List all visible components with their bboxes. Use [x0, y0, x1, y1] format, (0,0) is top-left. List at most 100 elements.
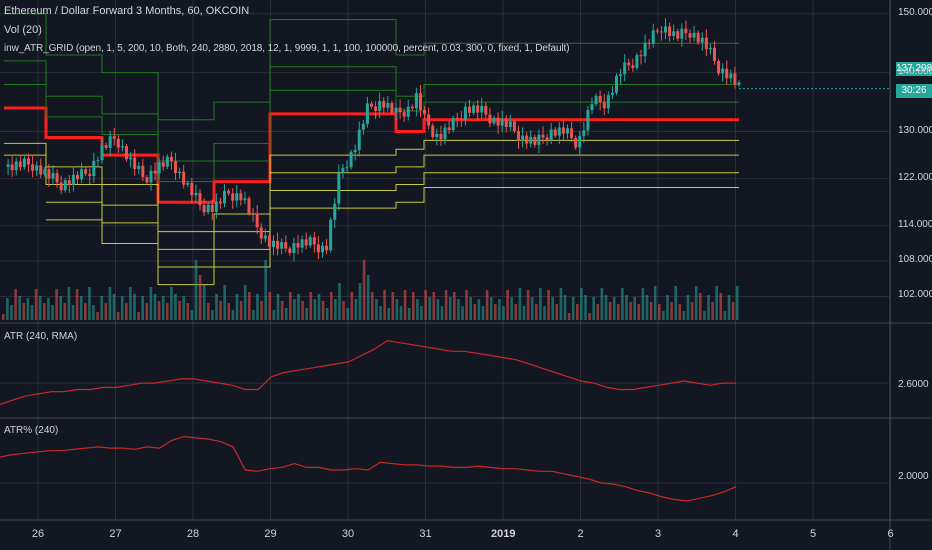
atr-grid-line-lower	[46, 172, 739, 268]
volume-bar	[358, 283, 362, 320]
candle-body	[92, 160, 96, 177]
volume-bar	[88, 287, 91, 320]
candle-body	[88, 173, 92, 177]
candle-body	[235, 193, 239, 201]
volume-bar	[699, 293, 702, 320]
volume-bar	[157, 301, 161, 320]
volume-bar	[149, 287, 153, 320]
time-tick-label: 29	[264, 528, 277, 540]
candle-body	[71, 174, 75, 185]
candle-body	[717, 60, 721, 74]
time-tick-label: 26	[31, 528, 45, 540]
candle-body	[223, 190, 226, 204]
candle-body	[35, 165, 39, 171]
candle-body	[700, 37, 704, 43]
volume-bar	[563, 295, 567, 320]
candle-body	[10, 164, 14, 171]
candle-body	[692, 32, 696, 38]
volume-bar	[428, 297, 431, 320]
volume-bar	[362, 260, 366, 320]
candle-body	[725, 68, 729, 79]
volume-bar	[51, 305, 54, 320]
candle-body	[329, 219, 333, 251]
candle-body	[374, 106, 378, 111]
volume-bar	[38, 296, 42, 320]
candle-body	[496, 117, 500, 126]
candle-body	[27, 158, 30, 165]
volume-bar	[645, 295, 649, 320]
candle-body	[120, 146, 124, 148]
volume-bar	[190, 310, 194, 320]
candle-body	[557, 127, 561, 136]
volume-bar	[592, 297, 595, 320]
candle-body	[63, 180, 67, 191]
candle-body	[304, 239, 308, 246]
price-tick-label: 140.000	[898, 65, 932, 77]
candle-body	[431, 125, 435, 138]
candle-body	[435, 133, 439, 138]
countdown-tag: 30:26	[896, 84, 932, 98]
candle-body	[174, 161, 177, 174]
candle-body	[512, 121, 516, 132]
volume-bar	[612, 297, 616, 320]
volume-bar	[719, 293, 723, 320]
volume-bar	[420, 306, 423, 320]
time-tick-label: 2	[577, 528, 584, 540]
volume-bar	[18, 296, 21, 320]
time-tick-label: 28	[186, 528, 200, 540]
candle-body	[729, 73, 733, 79]
candle-body	[476, 105, 480, 113]
candle-body	[574, 137, 578, 148]
volume-bar	[194, 260, 198, 320]
volume-bar	[354, 299, 358, 320]
volume-bar	[133, 294, 136, 320]
volume-bar	[280, 301, 284, 320]
candle-body	[259, 227, 263, 239]
volume-bar	[567, 313, 571, 320]
candle-body	[570, 128, 574, 138]
volume-bar	[243, 285, 247, 320]
volume-bar	[653, 286, 657, 320]
volume-bar	[383, 290, 386, 320]
candle-body	[280, 242, 284, 249]
candle-body	[129, 157, 133, 160]
candle-body	[149, 170, 153, 183]
candle-body	[186, 183, 190, 185]
candle-body	[96, 160, 100, 162]
volume-bar	[694, 286, 698, 320]
candle-body	[578, 136, 582, 148]
candle-body	[67, 180, 71, 185]
volume-bar	[313, 299, 317, 320]
candle-body	[202, 205, 206, 213]
candle-body	[427, 114, 431, 126]
candle-body	[14, 161, 18, 171]
volume-bar	[34, 289, 38, 320]
candle-body	[194, 192, 198, 196]
volume-bar	[535, 304, 538, 320]
candle-body	[6, 164, 10, 167]
volume-bar	[14, 289, 17, 320]
volume-bar	[248, 292, 251, 320]
candle-body	[100, 145, 104, 161]
volume-bar	[457, 299, 460, 320]
volume-bar	[239, 301, 243, 320]
volume-bar	[268, 292, 272, 320]
candle-body	[272, 240, 275, 247]
price-tick-label: 108.000	[898, 254, 932, 266]
volume-bar	[116, 312, 120, 320]
candle-body	[59, 182, 63, 191]
volume-bar	[215, 294, 218, 320]
volume-bar	[211, 310, 214, 320]
volume-label: Vol (20)	[4, 24, 42, 36]
candle-body	[590, 104, 594, 111]
volume-bar	[707, 295, 710, 320]
candle-body	[153, 170, 157, 174]
time-tick-label: 6	[887, 528, 894, 540]
candle-body	[439, 133, 443, 140]
candle-body	[472, 105, 476, 113]
candle-body	[76, 174, 79, 180]
volume-bar	[219, 301, 222, 320]
candle-body	[227, 190, 231, 194]
time-tick-label: 3	[654, 528, 662, 540]
